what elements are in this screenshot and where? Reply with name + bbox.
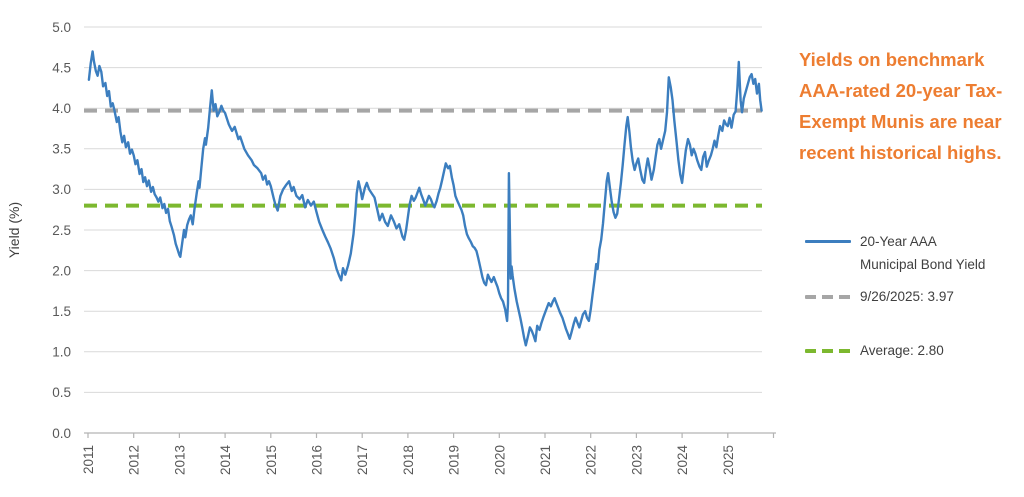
svg-text:2024: 2024 <box>675 445 690 476</box>
svg-text:2013: 2013 <box>172 445 187 475</box>
svg-text:0.5: 0.5 <box>52 385 71 400</box>
legend-item-label: 20-Year AAA Municipal Bond Yield <box>860 234 986 272</box>
svg-text:5.0: 5.0 <box>52 20 71 35</box>
callout-text: Yields on benchmark AAA-rated 20-year Ta… <box>799 49 1003 163</box>
svg-text:2016: 2016 <box>310 445 325 475</box>
svg-text:2014: 2014 <box>218 445 233 476</box>
svg-text:4.5: 4.5 <box>52 60 71 75</box>
svg-text:2023: 2023 <box>629 445 644 475</box>
svg-text:3.0: 3.0 <box>52 182 71 197</box>
yield-chart: 0.0 0.5 1.0 1.5 2.0 2.5 3.0 3.5 4.0 4.5 5.0 2011 201… <box>6 20 776 476</box>
bond-yield-line <box>87 50 763 347</box>
svg-text:1.5: 1.5 <box>52 304 71 319</box>
svg-text:4.0: 4.0 <box>52 101 71 116</box>
legend: 20-Year AAA Municipal Bond Yield 9/26/20… <box>805 230 1015 362</box>
y-axis-title: Yield (%) <box>6 202 22 258</box>
svg-text:0.0: 0.0 <box>52 426 71 441</box>
legend-item-label: Average: 2.80 <box>860 343 944 358</box>
svg-text:1.0: 1.0 <box>52 345 71 360</box>
legend-item-label: 9/26/2025: 3.97 <box>860 289 954 304</box>
svg-text:2017: 2017 <box>355 445 370 475</box>
svg-text:3.5: 3.5 <box>52 142 71 157</box>
bond-yield-line-swatch <box>805 240 851 243</box>
x-axis-labels: 2011 2012 2013 2014 2015 2016 2017 2018 2019 2020… <box>81 445 736 476</box>
svg-text:2011: 2011 <box>81 445 96 474</box>
gridlines <box>84 26 762 393</box>
legend-item-bond-yield: 20-Year AAA Municipal Bond Yield <box>805 230 1015 276</box>
svg-text:2015: 2015 <box>264 445 279 475</box>
svg-text:2018: 2018 <box>401 445 416 475</box>
svg-text:2022: 2022 <box>584 445 599 475</box>
y-axis-labels: 0.0 0.5 1.0 1.5 2.0 2.5 3.0 3.5 4.0 4.5 5.0 <box>52 20 71 441</box>
svg-text:2020: 2020 <box>492 445 507 475</box>
svg-text:2.0: 2.0 <box>52 263 71 278</box>
svg-text:2025: 2025 <box>721 445 736 475</box>
legend-item-current-yield: 9/26/2025: 3.97 <box>805 285 1015 308</box>
svg-text:2021: 2021 <box>538 445 553 475</box>
current-yield-line-swatch <box>805 295 851 299</box>
svg-text:2.5: 2.5 <box>52 223 71 238</box>
svg-text:2012: 2012 <box>127 445 142 475</box>
legend-item-average: Average: 2.80 <box>805 339 1015 362</box>
average-line-swatch <box>805 349 851 353</box>
x-axis <box>84 432 776 438</box>
svg-text:2019: 2019 <box>447 445 462 475</box>
